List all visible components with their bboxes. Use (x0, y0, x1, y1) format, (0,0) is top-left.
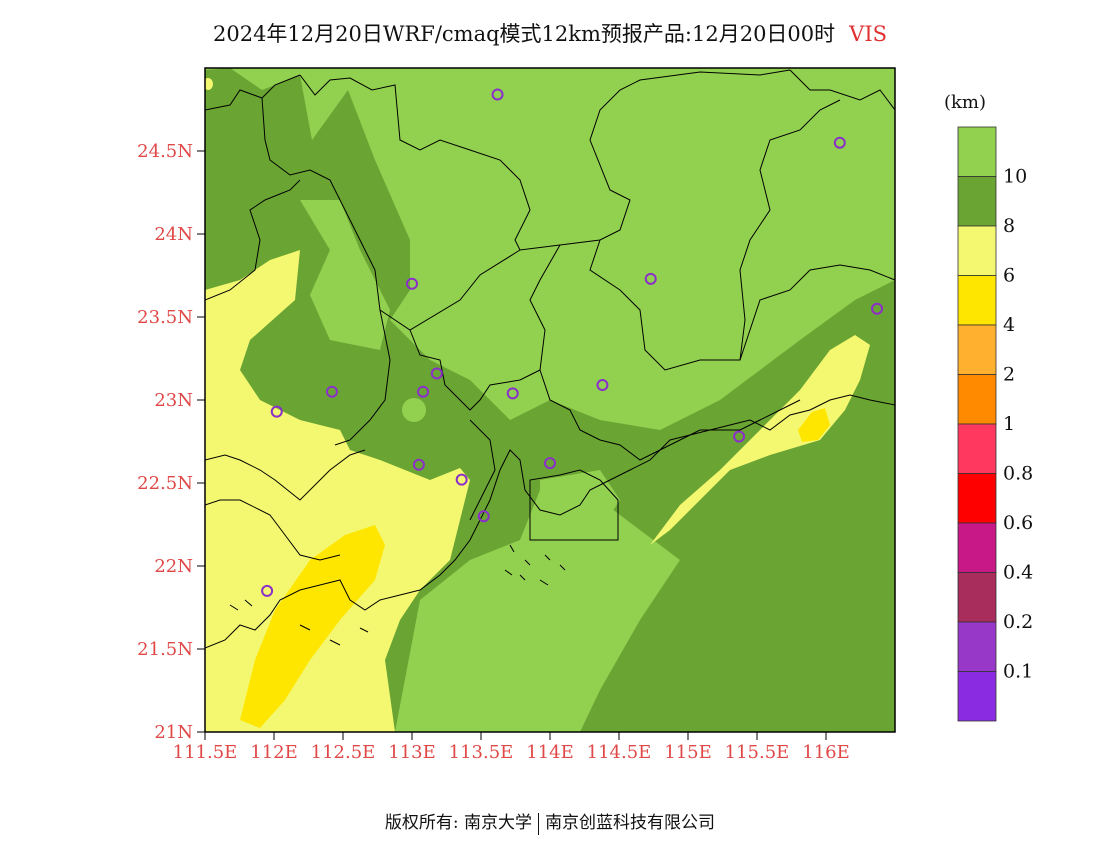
legend-label: 10 (1003, 166, 1027, 188)
legend-label: 1 (1003, 413, 1015, 435)
station-marker (417, 385, 430, 398)
legend-swatch (957, 572, 997, 623)
station-layer (261, 88, 884, 597)
station-marker (406, 277, 418, 290)
legend-colorbar (957, 126, 997, 722)
station-marker (491, 88, 504, 101)
legend-label: 0.4 (1003, 562, 1033, 584)
boundary-line-2 (299, 69, 791, 251)
station-marker (596, 379, 609, 392)
x-tick-label: 112E (250, 742, 298, 763)
title-variable: VIS (849, 22, 888, 46)
legend-swatch (957, 225, 997, 276)
legend-label: 4 (1003, 314, 1015, 336)
title-main: 2024年12月20日WRF/cmaq模式12km预报产品:12月20日00时 (212, 22, 836, 46)
legend-label: 2 (1003, 364, 1015, 386)
y-tick-label: 21N (154, 722, 193, 743)
legend-swatch (957, 126, 997, 177)
footer-right: 南京创蓝科技有限公司 (545, 813, 716, 833)
vis-field-4-6-southwest (240, 525, 385, 728)
coastline (205, 394, 895, 649)
station-marker (261, 584, 274, 597)
y-tick-label: 21.5N (137, 639, 193, 660)
station-marker (455, 473, 468, 486)
y-tick-label: 24.5N (137, 141, 193, 162)
x-tick-label: 112.5E (311, 742, 376, 763)
coastline-main (205, 394, 895, 649)
coastline-islands (229, 544, 566, 646)
boundary-line-10 (334, 309, 391, 446)
vis-field-6-8-southwest (205, 250, 470, 732)
boundary-line-8 (739, 99, 841, 361)
station-marker (871, 302, 884, 315)
legend-label: 0.2 (1003, 611, 1033, 633)
vis-field-6-8-east (650, 335, 870, 545)
boundary-line-14 (529, 469, 619, 541)
boundary-line-1 (205, 74, 301, 111)
boundary-lines (205, 69, 895, 561)
boundary-line-13 (469, 419, 496, 521)
legend-swatch (957, 423, 997, 474)
vis-field-gt10-patch-central (300, 200, 390, 350)
legend-swatch (957, 324, 997, 375)
legend-swatch (957, 374, 997, 425)
x-tick-label: 114.5E (587, 742, 652, 763)
station-marker (325, 385, 338, 398)
legend-unit: (km) (944, 92, 986, 113)
x-tick-label: 116E (802, 742, 850, 763)
y-tick-label: 23.5N (137, 307, 193, 328)
footer-left: 版权所有: 南京大学 (384, 813, 533, 833)
legend-swatch (957, 621, 997, 672)
x-tick-label: 113E (388, 742, 436, 763)
y-tick-label: 23N (154, 390, 193, 411)
station-marker (544, 457, 556, 470)
legend-swatch (957, 671, 997, 722)
x-tick-label: 111.5E (173, 742, 238, 763)
x-tick-label: 113.5E (449, 742, 514, 763)
boundary-line-3 (789, 69, 895, 111)
x-tick-label: 115E (664, 742, 712, 763)
x-tick-label: 115.5E (725, 742, 790, 763)
visibility-field (205, 68, 895, 732)
vis-field-gt10-patch-small (402, 398, 426, 422)
y-tick-label: 24N (154, 224, 193, 245)
copyright-footer: 版权所有: 南京大学 南京创蓝科技有限公司 (0, 808, 1100, 835)
legend-swatch (957, 275, 997, 326)
legend-swatch (957, 522, 997, 573)
station-marker (430, 367, 443, 380)
legend-label: 6 (1003, 265, 1015, 287)
y-tick-label: 22.5N (137, 473, 193, 494)
boundary-line-5 (205, 179, 301, 301)
station-marker (833, 136, 846, 149)
y-tick-label: 22N (154, 556, 193, 577)
legend-label: 0.1 (1003, 661, 1033, 683)
station-marker (477, 510, 490, 523)
boundary-line-9 (409, 329, 541, 411)
legend-labels: 10 8 6 4 2 1 0.8 0.6 0.4 0.2 0.1 (1003, 166, 1033, 683)
boundary-line-11 (205, 449, 366, 501)
station-marker (506, 387, 519, 400)
vis-field-8-10-north (205, 130, 490, 480)
vis-field-4-6-east (798, 408, 830, 442)
station-marker (644, 272, 657, 285)
legend-swatch (957, 473, 997, 524)
legend-swatch (957, 176, 997, 227)
boundary-line-4 (261, 97, 521, 331)
legend-label: 0.6 (1003, 512, 1033, 534)
legend-label: 8 (1003, 215, 1015, 237)
station-marker (270, 405, 283, 418)
station-marker (412, 458, 425, 471)
x-tick-label: 114E (526, 742, 574, 763)
footer-separator (538, 812, 540, 835)
map-title: 2024年12月20日WRF/cmaq模式12km预报产品:12月20日00时 V… (0, 18, 1100, 48)
vis-field-6-8-corner (205, 78, 213, 90)
y-axis: 24.5N 24N 23.5N 23N 22.5N 22N 21.5N 21N (137, 141, 205, 743)
boundary-line-12 (205, 499, 341, 561)
vis-field-6-8-speck (205, 442, 215, 462)
x-axis: 111.5E 112E 112.5E 113E 113.5E 114E 114.5E 115E… (173, 732, 850, 763)
station-marker (733, 430, 746, 443)
legend-label: 0.8 (1003, 463, 1033, 485)
